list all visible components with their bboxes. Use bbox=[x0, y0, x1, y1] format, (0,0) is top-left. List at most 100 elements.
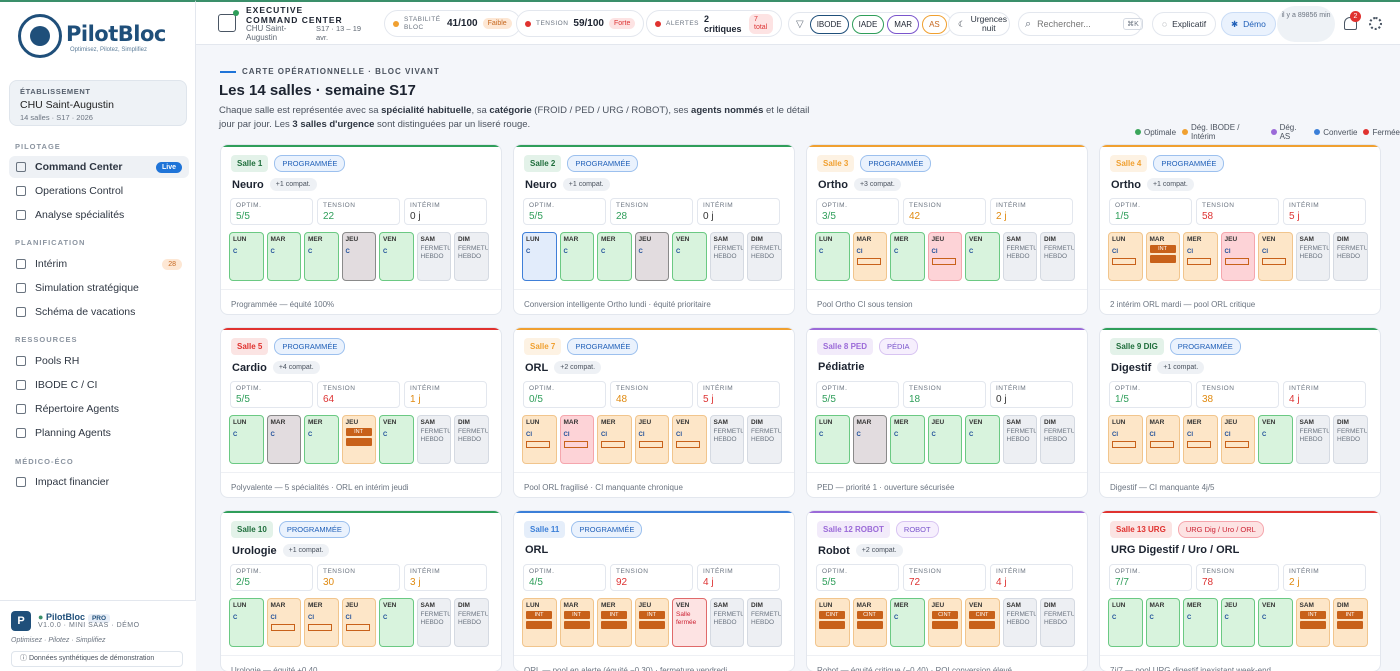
day-cell-jeu[interactable]: JEU INT bbox=[634, 598, 669, 647]
day-cell-mar[interactable]: MAR INT bbox=[1145, 232, 1180, 281]
day-cell-sam[interactable]: SAM FERMETU HEBDO bbox=[709, 598, 744, 647]
day-cell-mer[interactable]: MER C bbox=[304, 232, 339, 281]
room-compat-badge[interactable]: +1 compat. bbox=[282, 544, 330, 557]
day-cell-lun[interactable]: LUN C bbox=[522, 232, 557, 281]
day-cell-sam[interactable]: SAM FERMETU HEBDO bbox=[416, 232, 451, 281]
tension-pill[interactable]: TENSION 59/100 Forte bbox=[516, 10, 645, 37]
day-cell-sam[interactable]: SAM FERMETU HEBDO bbox=[416, 598, 451, 647]
filter-ibode[interactable]: IBODE bbox=[809, 14, 849, 34]
search-input[interactable] bbox=[1037, 19, 1118, 29]
day-cell-dim[interactable]: DIM FERMETU HEBDO bbox=[454, 598, 489, 647]
explicatif-button[interactable]: ◌ Explicatif bbox=[1152, 12, 1217, 36]
sidebar-item-ibode-c-ci[interactable]: IBODE C / CI bbox=[9, 374, 189, 396]
day-cell-sam[interactable]: SAM FERMETU HEBDO bbox=[1002, 232, 1037, 281]
day-cell-dim[interactable]: DIM FERMETU HEBDO bbox=[747, 232, 782, 281]
room-card[interactable]: Salle 1 PROGRAMMÉE Neuro +1 compat. OPTIM. 5/… bbox=[220, 144, 502, 315]
day-cell-ven[interactable]: VEN Salle fermée bbox=[672, 598, 707, 647]
demo-data-note[interactable]: ⓘ Données synthétiques de démonstration bbox=[11, 651, 183, 667]
day-cell-sam[interactable]: SAM FERMETU HEBDO bbox=[416, 415, 451, 464]
day-cell-sam[interactable]: SAM INT bbox=[1295, 598, 1330, 647]
room-card[interactable]: Salle 12 ROBOT ROBOT Robot +2 compat. OPTIM.… bbox=[806, 510, 1088, 671]
last-updated[interactable]: il y a 89856 min bbox=[1277, 6, 1335, 42]
day-cell-mar[interactable]: MAR INT bbox=[559, 598, 594, 647]
room-card[interactable]: Salle 11 PROGRAMMÉE ORL OPTIM. 4/5 TENSION 92 I… bbox=[513, 510, 795, 671]
filter-mar[interactable]: MAR bbox=[887, 14, 920, 34]
day-cell-jeu[interactable]: JEU CI bbox=[927, 232, 962, 281]
day-cell-mar[interactable]: MAR CI bbox=[266, 598, 301, 647]
day-cell-lun[interactable]: LUN INT bbox=[522, 598, 557, 647]
day-cell-mer[interactable]: MER CI bbox=[304, 598, 339, 647]
room-compat-badge[interactable]: +3 compat. bbox=[853, 178, 901, 191]
filter-iade[interactable]: IADE bbox=[851, 14, 885, 34]
day-cell-dim[interactable]: DIM FERMETU HEBDO bbox=[454, 232, 489, 281]
day-cell-mer[interactable]: MER INT bbox=[597, 598, 632, 647]
day-cell-mer[interactable]: MER CI bbox=[1183, 232, 1218, 281]
day-cell-ven[interactable]: VEN CI bbox=[1258, 232, 1293, 281]
room-compat-badge[interactable]: +1 compat. bbox=[562, 178, 610, 191]
sidebar-item-operations-control[interactable]: Operations Control bbox=[9, 180, 189, 202]
filter-as[interactable]: AS bbox=[922, 14, 947, 34]
room-compat-badge[interactable]: +1 compat. bbox=[269, 178, 317, 191]
sidebar-item-schema-de-vacations[interactable]: Schéma de vacations bbox=[9, 301, 189, 323]
day-cell-jeu[interactable]: JEU C bbox=[1220, 598, 1255, 647]
day-cell-mer[interactable]: MER C bbox=[890, 598, 925, 647]
day-cell-lun[interactable]: LUN C bbox=[229, 415, 264, 464]
day-cell-lun[interactable]: LUN CI bbox=[1108, 232, 1143, 281]
day-cell-lun[interactable]: LUN CINT bbox=[815, 598, 850, 647]
day-cell-jeu[interactable]: JEU CI bbox=[341, 598, 376, 647]
room-card[interactable]: Salle 5 PROGRAMMÉE Cardio +4 compat. OPTIM. 5… bbox=[220, 327, 502, 498]
day-cell-mer[interactable]: MER C bbox=[1183, 598, 1218, 647]
day-cell-lun[interactable]: LUN C bbox=[815, 232, 850, 281]
gear-icon[interactable] bbox=[1369, 17, 1382, 30]
day-cell-mar[interactable]: MAR C bbox=[559, 232, 594, 281]
day-cell-dim[interactable]: DIM FERMETU HEBDO bbox=[454, 415, 489, 464]
day-cell-dim[interactable]: DIM FERMETU HEBDO bbox=[1333, 415, 1368, 464]
day-cell-mar[interactable]: MAR CI bbox=[1145, 415, 1180, 464]
room-card[interactable]: Salle 9 DIG PROGRAMMÉE Digestif +1 compat. O… bbox=[1099, 327, 1381, 498]
room-compat-badge[interactable]: +1 compat. bbox=[1157, 361, 1205, 374]
day-cell-mer[interactable]: MER C bbox=[304, 415, 339, 464]
day-cell-ven[interactable]: VEN C bbox=[379, 598, 414, 647]
stability-pill[interactable]: STABILITÉ BLOC 41/100 Faible bbox=[384, 10, 521, 37]
alerts-pill[interactable]: ALERTES 2 critiques 7 total bbox=[646, 10, 783, 37]
day-cell-ven[interactable]: VEN C bbox=[1258, 598, 1293, 647]
day-cell-sam[interactable]: SAM FERMETU HEBDO bbox=[709, 415, 744, 464]
day-cell-ven[interactable]: VEN C bbox=[379, 232, 414, 281]
day-cell-mar[interactable]: MAR C bbox=[852, 415, 887, 464]
sidebar-item-simulation-strategique[interactable]: Simulation stratégique bbox=[9, 277, 189, 299]
day-cell-mer[interactable]: MER CI bbox=[597, 415, 632, 464]
logo[interactable]: PilotBloc Optimisez, Pilotez, Simplifiez bbox=[18, 14, 168, 62]
day-cell-ven[interactable]: VEN C bbox=[379, 415, 414, 464]
day-cell-lun[interactable]: LUN C bbox=[229, 598, 264, 647]
sidebar-item-planning-agents[interactable]: Planning Agents bbox=[9, 422, 189, 444]
day-cell-ven[interactable]: VEN C bbox=[965, 415, 1000, 464]
day-cell-dim[interactable]: DIM FERMETU HEBDO bbox=[747, 415, 782, 464]
day-cell-mar[interactable]: MAR CINT bbox=[852, 598, 887, 647]
establishment-card[interactable]: ÉTABLISSEMENT CHU Saint-Augustin 14 sall… bbox=[9, 80, 187, 126]
day-cell-jeu[interactable]: JEU INT bbox=[341, 415, 376, 464]
day-cell-mer[interactable]: MER C bbox=[890, 415, 925, 464]
day-cell-dim[interactable]: DIM INT bbox=[1333, 598, 1368, 647]
urgences-nuit-button[interactable]: ☾ Urgences nuit bbox=[948, 12, 1010, 36]
room-card[interactable]: Salle 10 PROGRAMMÉE Urologie +1 compat. OPTI… bbox=[220, 510, 502, 671]
day-cell-jeu[interactable]: JEU CINT bbox=[927, 598, 962, 647]
day-cell-sam[interactable]: SAM FERMETU HEBDO bbox=[1002, 415, 1037, 464]
day-cell-jeu[interactable]: JEU CI bbox=[1220, 232, 1255, 281]
room-compat-badge[interactable]: +4 compat. bbox=[272, 361, 320, 374]
room-card[interactable]: Salle 13 URG URG Dig / Uro / ORL URG Diges… bbox=[1099, 510, 1381, 671]
day-cell-mar[interactable]: MAR C bbox=[266, 232, 301, 281]
room-card[interactable]: Salle 7 PROGRAMMÉE ORL +2 compat. OPTIM. 0/5 T… bbox=[513, 327, 795, 498]
room-compat-badge[interactable]: +2 compat. bbox=[554, 361, 602, 374]
demo-button[interactable]: ✱ Démo bbox=[1221, 12, 1276, 36]
sidebar-item-analyse-specialites[interactable]: Analyse spécialités bbox=[9, 204, 189, 226]
day-cell-mar[interactable]: MAR C bbox=[1145, 598, 1180, 647]
sidebar-item-repertoire-agents[interactable]: Répertoire Agents bbox=[9, 398, 189, 420]
room-card[interactable]: Salle 4 PROGRAMMÉE Ortho +1 compat. OPTIM. 1/… bbox=[1099, 144, 1381, 315]
sidebar-item-command-center[interactable]: Command Center Live bbox=[9, 156, 189, 178]
day-cell-jeu[interactable]: JEU CI bbox=[634, 415, 669, 464]
day-cell-lun[interactable]: LUN C bbox=[815, 415, 850, 464]
day-cell-lun[interactable]: LUN C bbox=[1108, 598, 1143, 647]
day-cell-lun[interactable]: LUN CI bbox=[1108, 415, 1143, 464]
day-cell-ven[interactable]: VEN C bbox=[965, 232, 1000, 281]
day-cell-dim[interactable]: DIM FERMETU HEBDO bbox=[1333, 232, 1368, 281]
